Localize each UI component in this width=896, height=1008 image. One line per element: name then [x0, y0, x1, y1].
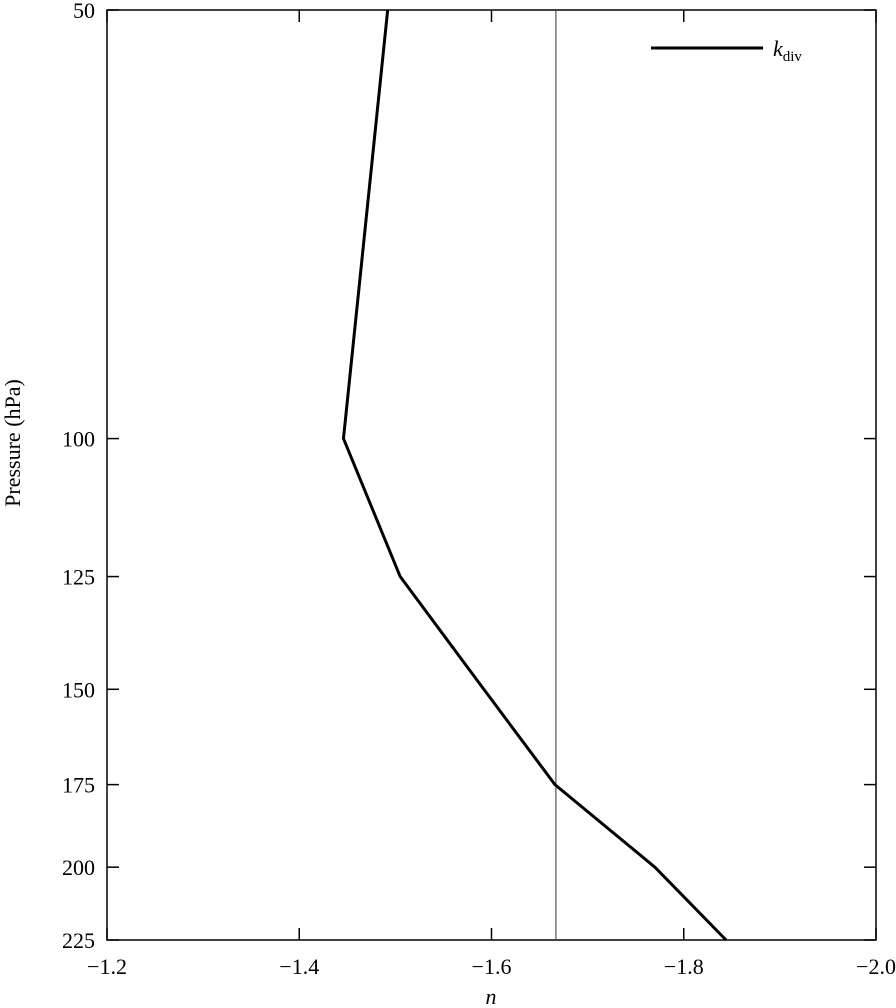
y-tick-label: 50	[73, 0, 95, 23]
plot-frame	[106, 9, 877, 941]
legend-label: kdiv	[773, 36, 802, 65]
legend-subscript: div	[783, 49, 803, 65]
x-tick-label: −2.0	[856, 954, 896, 979]
x-tick-label: −1.2	[87, 954, 127, 979]
y-tick-label: 150	[62, 677, 95, 702]
x-axis-label: n	[486, 984, 497, 1008]
y-tick-label: 125	[62, 565, 95, 590]
y-tick-label: 100	[62, 427, 95, 452]
series-line	[341, 9, 728, 942]
x-tick-label: −1.4	[279, 954, 319, 979]
y-tick-label: 225	[62, 928, 95, 953]
legend-name: k	[773, 36, 784, 61]
y-tick-label: 175	[62, 773, 95, 798]
y-tick-label: 200	[62, 855, 95, 880]
y-axis-label: Pressure (hPa)	[0, 379, 25, 507]
x-tick-label: −1.8	[664, 954, 704, 979]
x-tick-label: −1.6	[472, 954, 512, 979]
